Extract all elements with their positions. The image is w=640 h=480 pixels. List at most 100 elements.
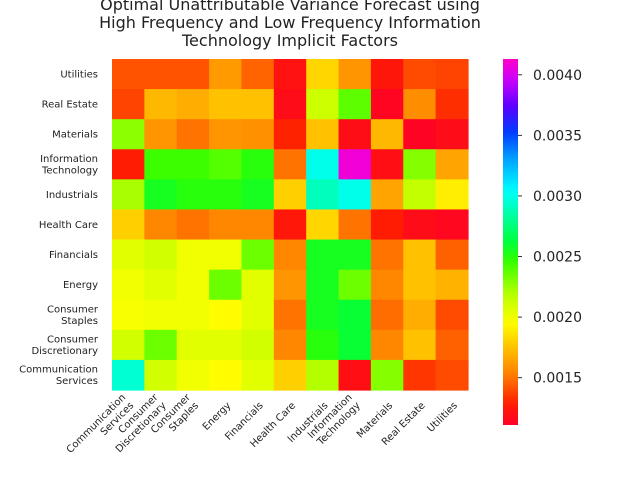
heatmap-cell [176,359,210,391]
heatmap-cell [370,269,404,301]
heatmap-cell [273,329,307,361]
heatmap-cell [176,119,210,150]
heatmap-cell [241,149,275,180]
heatmap-cell [209,209,243,241]
heatmap-cell [403,59,437,90]
heatmap-cell [241,329,275,361]
heatmap-cell [306,59,340,90]
heatmap-cell [176,239,210,271]
heatmap-cell [112,89,145,120]
heatmap-cell [435,119,469,150]
heatmap-cell [241,89,275,120]
y-axis-labels: Utilities Real Estate Materials Information… [19,70,99,388]
chart-title-line: High Frequency and Low Frequency Informa… [99,13,481,32]
x-axis-labels: CommunicationServicesConsumerDiscretiona… [65,392,460,456]
heatmap-cell [112,359,145,391]
y-tick-label: Health Care [39,220,98,231]
heatmap-cell [306,209,340,241]
heatmap-cell [241,209,275,241]
heatmap-cell [306,89,340,120]
heatmap-cell [144,329,178,361]
heatmap-cell [176,179,210,211]
heatmap-cell [209,359,243,391]
heatmap-cell [403,119,437,150]
colorbar-ticks: 0.0015 0.0020 0.0025 0.0030 0.0035 0.0040 [518,68,582,387]
heatmap-cell [370,299,404,331]
colorbar-tick-label: 0.0035 [533,128,582,144]
heatmap-cell [435,149,469,180]
heatmap-cell [370,209,404,241]
chart-title-line: Optimal Unattributable Variance Forecast… [100,0,480,14]
y-tick-label: Communication Services [19,365,98,388]
colorbar [503,59,518,425]
heatmap-cell [112,269,145,301]
colorbar-tick-label: 0.0030 [533,189,582,205]
heatmap-cell [144,179,178,211]
heatmap-cells [112,59,469,391]
heatmap-cell [144,209,178,241]
y-tick-label: Energy [63,280,98,291]
heatmap-cell [403,269,437,301]
colorbar-tick-label: 0.0020 [533,310,582,326]
heatmap-cell [306,269,340,301]
svg-text:Utilities: Utilities [426,400,460,434]
y-tick-label: Consumer Staples [47,305,99,328]
heatmap-cell [338,149,372,180]
heatmap-cell [176,59,210,90]
heatmap-cell [144,299,178,331]
heatmap-cell [144,239,178,271]
heatmap-cell [338,209,372,241]
heatmap-cell [403,299,437,331]
heatmap-cell [306,359,340,391]
heatmap-cell [273,149,307,180]
heatmap-cell [306,239,340,271]
heatmap-cell [370,359,404,391]
heatmap-cell [435,59,469,90]
heatmap-cell [370,329,404,361]
heatmap-cell [435,329,469,361]
heatmap-cell [209,149,243,180]
heatmap-cell [435,269,469,301]
heatmap-cell [176,269,210,301]
heatmap-cell [112,149,145,180]
heatmap-cell [241,269,275,301]
heatmap-cell [273,359,307,391]
heatmap-cell [338,239,372,271]
y-tick-label: Financials [49,250,98,261]
heatmap-cell [338,359,372,391]
heatmap-cell [273,239,307,271]
colorbar-tick-label: 0.0025 [533,250,582,266]
heatmap-cell [435,239,469,271]
heatmap-cell [306,299,340,331]
heatmap-cell [209,269,243,301]
heatmap-cell [370,239,404,271]
heatmap-cell [306,119,340,150]
heatmap-cell [273,179,307,211]
heatmap-cell [403,209,437,241]
heatmap-cell [241,59,275,90]
heatmap-cell [176,89,210,120]
y-tick-label: Real Estate [42,100,98,111]
heatmap-cell [435,89,469,120]
heatmap-cell [144,119,178,150]
heatmap-cell [144,149,178,180]
heatmap-cell [338,329,372,361]
heatmap-cell [176,329,210,361]
heatmap-cell [370,89,404,120]
heatmap-cell [209,119,243,150]
heatmap-cell [435,299,469,331]
heatmap-cell [241,299,275,331]
heatmap-cell [241,119,275,150]
heatmap-cell [112,59,145,90]
heatmap-cell [273,89,307,120]
heatmap-cell [435,359,469,391]
colorbar-tick-label: 0.0040 [533,68,582,84]
heatmap-cell [144,89,178,120]
heatmap-cell [144,59,178,90]
heatmap-cell [241,179,275,211]
heatmap-cell [209,239,243,271]
heatmap-cell [403,149,437,180]
heatmap-cell [112,119,145,150]
heatmap-cell [209,329,243,361]
heatmap-cell [209,59,243,90]
